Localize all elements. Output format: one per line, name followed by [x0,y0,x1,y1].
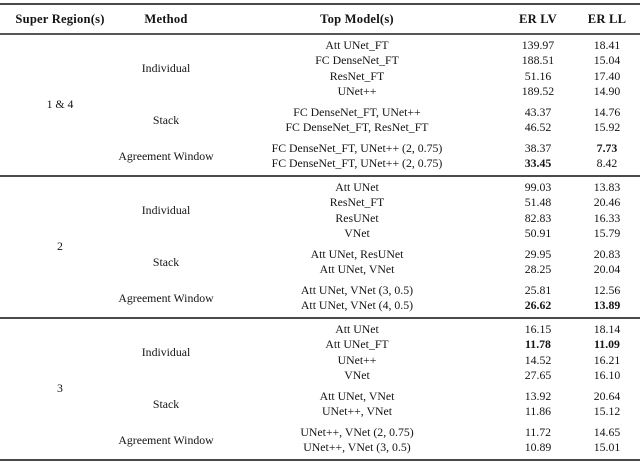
er-lv-cell: 10.89 [524,440,552,455]
model-cell: FC DenseNet_FT [315,53,399,68]
header-rule [0,33,640,35]
er-ll-cell: 14.65 [593,424,621,439]
method-label-agreement-window: Agreement Window [118,290,214,305]
method-label-agreement-window: Agreement Window [118,148,214,163]
model-cell: Att UNet, VNet (3, 0.5) [300,282,414,297]
er-ll-cell: 14.76 [593,104,621,119]
model-cell: ResNet_FT [329,68,385,83]
model-cell: Att UNet, VNet [319,262,395,277]
table-header-row: Super Region(s) Method Top Model(s) ER L… [0,5,640,33]
model-cell: UNet++, VNet [321,404,393,419]
er-ll-cell: 8.42 [596,156,618,171]
er-lv-cell-best: 11.78 [525,337,551,352]
er-ll-cell-best: 7.73 [596,140,618,155]
er-ll-cell: 12.56 [593,282,621,297]
model-cell: Att UNet_FT [325,337,389,352]
er-ll-cell-best: 13.89 [593,298,621,313]
er-ll-cell: 17.40 [593,68,621,83]
block-separator-rule [0,174,640,177]
model-cell: VNet [344,226,370,241]
er-lv-cell-best: 26.62 [524,298,552,313]
method-label-individual: Individual [141,345,191,359]
er-ll-cell: 20.04 [593,262,621,277]
header-er-ll: ER LL [587,11,627,26]
er-lv-cell-best: 33.45 [524,156,552,171]
model-cell: FC DenseNet_FT, UNet++ (2, 0.75) [271,156,443,171]
model-cell: UNet++ [337,352,377,367]
model-cell: FC DenseNet_FT, UNet++ [293,104,421,119]
er-ll-cell: 15.01 [593,440,621,455]
er-lv-cell: 27.65 [524,368,552,383]
er-ll-cell: 20.83 [593,246,621,261]
er-ll-cell: 13.83 [593,179,621,194]
er-ll-cell: 20.64 [593,388,621,403]
region-block-2: 2 Individual Stack Agreement Window Att … [0,177,640,317]
er-lv-cell: 46.52 [524,120,552,135]
er-lv-cell: 43.37 [524,104,552,119]
er-ll-cell: 16.10 [593,368,621,383]
header-super-region: Super Region(s) [15,11,105,26]
er-lv-cell: 28.25 [524,262,552,277]
top-rule [0,3,640,5]
region-label: 1 & 4 [46,97,74,111]
er-lv-cell: 51.48 [524,195,552,210]
model-cell: ResNet_FT [329,195,385,210]
er-lv-cell: 11.86 [524,404,552,419]
method-label-stack: Stack [152,112,180,127]
er-lv-cell: 51.16 [524,68,552,83]
model-cell: UNet++, VNet (2, 0.75) [300,424,414,439]
er-ll-cell: 18.14 [593,321,621,336]
model-cell: Att UNet [335,179,379,194]
method-label-individual: Individual [141,203,191,217]
model-cell: FC DenseNet_FT, UNet++ (2, 0.75) [271,140,443,155]
er-lv-cell: 82.83 [524,210,552,225]
method-label-stack: Stack [152,254,180,269]
method-label-agreement-window: Agreement Window [118,432,214,447]
er-lv-cell: 16.15 [524,321,552,336]
bottom-rule [0,458,640,461]
model-cell: Att UNet, VNet (4, 0.5) [300,298,414,313]
er-lv-cell: 29.95 [524,246,552,261]
er-lv-cell: 189.52 [521,84,555,99]
er-ll-cell-best: 11.09 [594,337,620,352]
er-ll-cell: 16.21 [593,352,621,367]
er-ll-cell: 16.33 [593,210,621,225]
er-ll-cell: 15.12 [593,404,621,419]
block-separator-rule [0,316,640,319]
model-cell: FC DenseNet_FT, ResNet_FT [285,120,429,135]
header-er-lv: ER LV [519,11,557,26]
er-lv-cell: 99.03 [524,179,552,194]
model-cell: Att UNet, ResUNet [310,246,404,261]
er-ll-cell: 14.90 [593,84,621,99]
er-lv-cell: 25.81 [524,282,552,297]
er-lv-cell: 14.52 [524,352,552,367]
er-lv-cell: 11.72 [524,424,552,439]
er-ll-cell: 15.92 [593,120,621,135]
model-cell: VNet [344,368,370,383]
er-lv-cell: 38.37 [524,140,552,155]
er-ll-cell: 15.79 [593,226,621,241]
model-cell: Att UNet, VNet [319,388,395,403]
er-ll-cell: 15.04 [593,53,621,68]
model-cell: Att UNet [335,321,379,336]
er-lv-cell: 188.51 [521,53,555,68]
region-block-1-and-4: 1 & 4 Individual Stack Agreement Window … [0,35,640,175]
er-ll-cell: 18.41 [593,37,621,52]
region-block-3: 3 Individual Stack Agreement Window Att … [0,319,640,459]
er-ll-cell: 20.46 [593,195,621,210]
er-lv-cell: 139.97 [521,37,555,52]
method-label-stack: Stack [152,396,180,411]
model-cell: UNet++, VNet (3, 0.5) [303,440,411,455]
region-label: 2 [57,239,63,253]
header-top-models: Top Model(s) [320,11,394,26]
er-lv-cell: 13.92 [524,388,552,403]
er-lv-cell: 50.91 [524,226,552,241]
model-cell: ResUNet [335,210,379,225]
region-label: 3 [57,381,63,395]
model-cell: UNet++ [337,84,377,99]
model-cell: Att UNet_FT [325,37,389,52]
header-method: Method [144,11,188,26]
method-label-individual: Individual [141,61,191,75]
